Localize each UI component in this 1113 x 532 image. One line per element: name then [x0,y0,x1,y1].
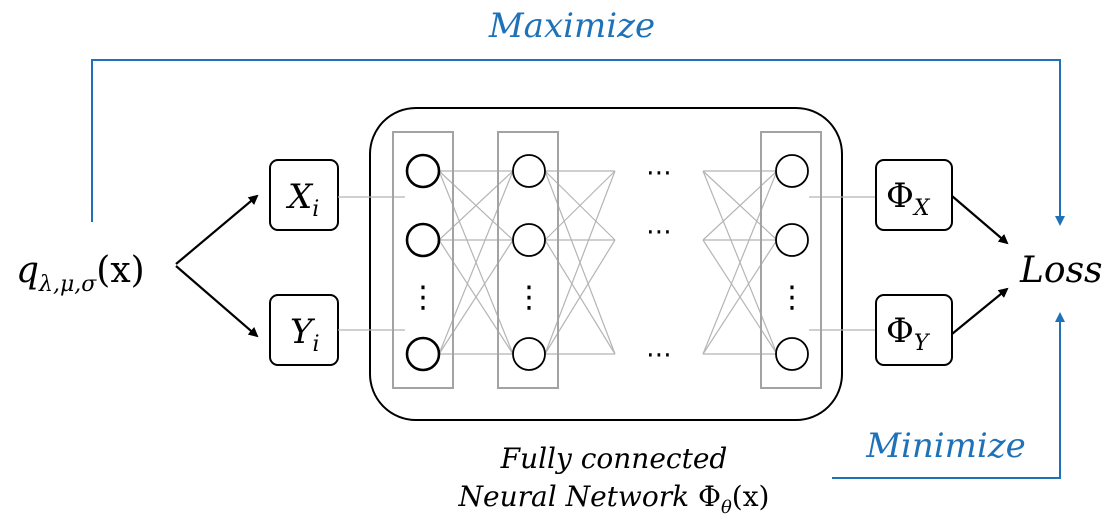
layer-box-2 [497,131,559,389]
neuron [512,337,546,371]
source-distribution: qλ,μ,σ(x) [16,250,145,297]
loss-label: Loss [1019,250,1103,291]
neuron [512,154,546,188]
neuron [775,223,809,257]
neuron [512,223,546,257]
hdots-top: ⋯ [646,158,672,188]
neuron [775,154,809,188]
neuron [405,153,441,189]
neuron [405,222,441,258]
arrow-to-x [175,194,259,265]
output-label-y: ΦY [886,311,931,356]
layer-1-neurons [405,153,441,372]
minimize-label: Minimize [865,426,1026,466]
input-box-x [269,159,339,231]
neuron [405,336,441,372]
maximize-feedback-line [91,59,1065,226]
layer-box-last [760,131,822,389]
arrow-phi-x-to-loss [951,195,1009,245]
layer-2-neurons [512,154,546,371]
neuron [775,337,809,371]
source-base: q [16,250,39,291]
output-label-x: ΦX [886,176,931,221]
output-box-x [875,159,953,231]
input-label-x: Xi [285,177,319,222]
output-box-y [875,294,953,366]
layer-box-1 [392,131,454,389]
maximize-label: Maximize [488,6,655,46]
minimize-feedback-line [832,312,1065,479]
layer-last-neurons [775,154,809,371]
hdots-middle: ⋯ [646,217,672,247]
hdots-bottom: ⋯ [646,340,672,370]
vdots-layer-last: ⋮ [777,280,807,315]
arrow-to-y [175,265,259,338]
source-arg: (x) [96,250,144,291]
source-subscript: λ,μ,σ [38,272,97,297]
arrow-phi-y-to-loss [951,287,1009,335]
caption-line-2: Neural Network Φθ(x) [458,480,770,518]
network-container [369,107,843,421]
input-label-y: Yi [290,312,320,357]
caption-line-1: Fully connected [500,442,728,475]
vdots-layer-2: ⋮ [514,280,544,315]
vdots-layer-1: ⋮ [408,280,438,315]
